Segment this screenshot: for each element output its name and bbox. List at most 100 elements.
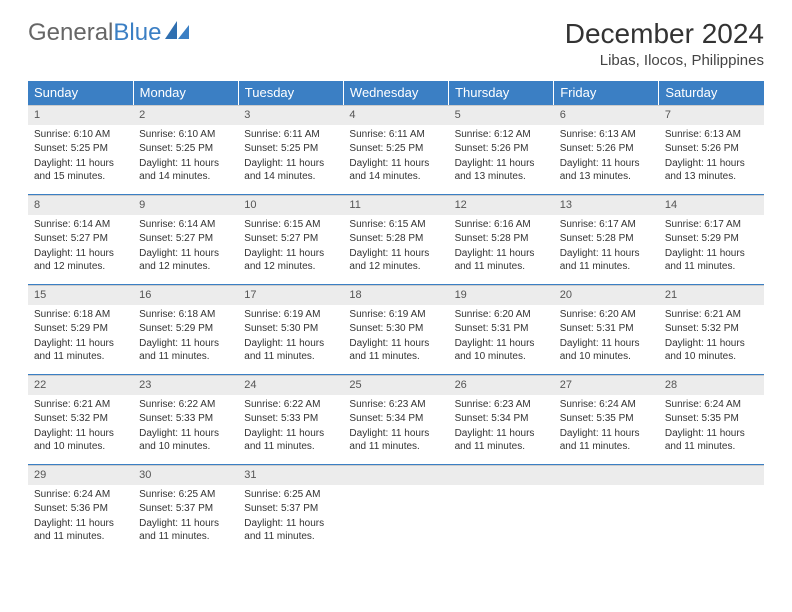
day-number: 31 (238, 465, 343, 485)
calendar-cell: . (554, 465, 659, 555)
daylight-text: Daylight: 11 hours and 12 minutes. (349, 247, 442, 274)
calendar-week-row: 22Sunrise: 6:21 AMSunset: 5:32 PMDayligh… (28, 375, 764, 465)
daylight-text: Daylight: 11 hours and 11 minutes. (560, 247, 653, 274)
day-number: 1 (28, 105, 133, 125)
day-details: Sunrise: 6:20 AMSunset: 5:31 PMDaylight:… (554, 305, 659, 367)
sunset-text: Sunset: 5:36 PM (34, 502, 127, 516)
calendar-cell: 5Sunrise: 6:12 AMSunset: 5:26 PMDaylight… (449, 105, 554, 195)
calendar-cell: 1Sunrise: 6:10 AMSunset: 5:25 PMDaylight… (28, 105, 133, 195)
sunset-text: Sunset: 5:31 PM (455, 322, 548, 336)
sunrise-text: Sunrise: 6:25 AM (139, 488, 232, 502)
day-details: Sunrise: 6:24 AMSunset: 5:35 PMDaylight:… (659, 395, 764, 457)
daylight-text: Daylight: 11 hours and 11 minutes. (455, 427, 548, 454)
sunrise-text: Sunrise: 6:15 AM (244, 218, 337, 232)
calendar-cell: 10Sunrise: 6:15 AMSunset: 5:27 PMDayligh… (238, 195, 343, 285)
day-details: Sunrise: 6:23 AMSunset: 5:34 PMDaylight:… (343, 395, 448, 457)
sunrise-text: Sunrise: 6:19 AM (349, 308, 442, 322)
logo: GeneralBlue (28, 18, 191, 48)
calendar-cell: 28Sunrise: 6:24 AMSunset: 5:35 PMDayligh… (659, 375, 764, 465)
day-details: Sunrise: 6:13 AMSunset: 5:26 PMDaylight:… (554, 125, 659, 187)
day-details: Sunrise: 6:25 AMSunset: 5:37 PMDaylight:… (133, 485, 238, 547)
calendar-cell: 31Sunrise: 6:25 AMSunset: 5:37 PMDayligh… (238, 465, 343, 555)
sunrise-text: Sunrise: 6:19 AM (244, 308, 337, 322)
day-number: . (659, 465, 764, 485)
weekday-header-row: Sunday Monday Tuesday Wednesday Thursday… (28, 81, 764, 105)
day-details: Sunrise: 6:21 AMSunset: 5:32 PMDaylight:… (28, 395, 133, 457)
daylight-text: Daylight: 11 hours and 10 minutes. (34, 427, 127, 454)
calendar-cell: 21Sunrise: 6:21 AMSunset: 5:32 PMDayligh… (659, 285, 764, 375)
calendar-cell: 20Sunrise: 6:20 AMSunset: 5:31 PMDayligh… (554, 285, 659, 375)
calendar-cell: 23Sunrise: 6:22 AMSunset: 5:33 PMDayligh… (133, 375, 238, 465)
calendar-week-row: 15Sunrise: 6:18 AMSunset: 5:29 PMDayligh… (28, 285, 764, 375)
sunrise-text: Sunrise: 6:24 AM (34, 488, 127, 502)
sunrise-text: Sunrise: 6:17 AM (665, 218, 758, 232)
calendar-cell: 17Sunrise: 6:19 AMSunset: 5:30 PMDayligh… (238, 285, 343, 375)
daylight-text: Daylight: 11 hours and 13 minutes. (560, 157, 653, 184)
calendar-cell: 24Sunrise: 6:22 AMSunset: 5:33 PMDayligh… (238, 375, 343, 465)
day-number: 25 (343, 375, 448, 395)
day-number: 6 (554, 105, 659, 125)
daylight-text: Daylight: 11 hours and 11 minutes. (34, 517, 127, 544)
sunrise-text: Sunrise: 6:21 AM (34, 398, 127, 412)
sunset-text: Sunset: 5:30 PM (349, 322, 442, 336)
daylight-text: Daylight: 11 hours and 11 minutes. (34, 337, 127, 364)
sunrise-text: Sunrise: 6:13 AM (560, 128, 653, 142)
day-details: Sunrise: 6:11 AMSunset: 5:25 PMDaylight:… (343, 125, 448, 187)
sunset-text: Sunset: 5:27 PM (244, 232, 337, 246)
day-number: 12 (449, 195, 554, 215)
calendar-cell: 27Sunrise: 6:24 AMSunset: 5:35 PMDayligh… (554, 375, 659, 465)
daylight-text: Daylight: 11 hours and 12 minutes. (139, 247, 232, 274)
day-number: 2 (133, 105, 238, 125)
sunset-text: Sunset: 5:32 PM (34, 412, 127, 426)
weekday-header: Wednesday (343, 81, 448, 105)
daylight-text: Daylight: 11 hours and 13 minutes. (665, 157, 758, 184)
daylight-text: Daylight: 11 hours and 11 minutes. (349, 337, 442, 364)
weekday-header: Tuesday (238, 81, 343, 105)
calendar-week-row: 29Sunrise: 6:24 AMSunset: 5:36 PMDayligh… (28, 465, 764, 555)
calendar-cell: 4Sunrise: 6:11 AMSunset: 5:25 PMDaylight… (343, 105, 448, 195)
sunset-text: Sunset: 5:29 PM (665, 232, 758, 246)
weekday-header: Sunday (28, 81, 133, 105)
sunrise-text: Sunrise: 6:16 AM (455, 218, 548, 232)
day-details: Sunrise: 6:18 AMSunset: 5:29 PMDaylight:… (28, 305, 133, 367)
calendar-cell: 16Sunrise: 6:18 AMSunset: 5:29 PMDayligh… (133, 285, 238, 375)
daylight-text: Daylight: 11 hours and 11 minutes. (455, 247, 548, 274)
day-details: Sunrise: 6:15 AMSunset: 5:28 PMDaylight:… (343, 215, 448, 277)
day-details: Sunrise: 6:24 AMSunset: 5:35 PMDaylight:… (554, 395, 659, 457)
sunset-text: Sunset: 5:29 PM (139, 322, 232, 336)
weekday-header: Monday (133, 81, 238, 105)
weekday-header: Friday (554, 81, 659, 105)
calendar-cell: 12Sunrise: 6:16 AMSunset: 5:28 PMDayligh… (449, 195, 554, 285)
sunrise-text: Sunrise: 6:14 AM (34, 218, 127, 232)
sunset-text: Sunset: 5:26 PM (455, 142, 548, 156)
calendar-cell: 26Sunrise: 6:23 AMSunset: 5:34 PMDayligh… (449, 375, 554, 465)
sunset-text: Sunset: 5:37 PM (139, 502, 232, 516)
day-number: . (554, 465, 659, 485)
day-details: Sunrise: 6:15 AMSunset: 5:27 PMDaylight:… (238, 215, 343, 277)
daylight-text: Daylight: 11 hours and 11 minutes. (665, 427, 758, 454)
daylight-text: Daylight: 11 hours and 10 minutes. (560, 337, 653, 364)
calendar-cell: 30Sunrise: 6:25 AMSunset: 5:37 PMDayligh… (133, 465, 238, 555)
daylight-text: Daylight: 11 hours and 11 minutes. (665, 247, 758, 274)
location-text: Libas, Ilocos, Philippines (565, 52, 764, 69)
day-details: Sunrise: 6:22 AMSunset: 5:33 PMDaylight:… (238, 395, 343, 457)
day-number: 14 (659, 195, 764, 215)
day-number: 22 (28, 375, 133, 395)
day-number: 7 (659, 105, 764, 125)
sunset-text: Sunset: 5:33 PM (244, 412, 337, 426)
sunset-text: Sunset: 5:25 PM (349, 142, 442, 156)
daylight-text: Daylight: 11 hours and 15 minutes. (34, 157, 127, 184)
sunrise-text: Sunrise: 6:23 AM (455, 398, 548, 412)
sunrise-text: Sunrise: 6:15 AM (349, 218, 442, 232)
daylight-text: Daylight: 11 hours and 12 minutes. (34, 247, 127, 274)
calendar-cell: 8Sunrise: 6:14 AMSunset: 5:27 PMDaylight… (28, 195, 133, 285)
day-number: 27 (554, 375, 659, 395)
weekday-header: Saturday (659, 81, 764, 105)
day-details: Sunrise: 6:12 AMSunset: 5:26 PMDaylight:… (449, 125, 554, 187)
day-details: Sunrise: 6:24 AMSunset: 5:36 PMDaylight:… (28, 485, 133, 547)
daylight-text: Daylight: 11 hours and 11 minutes. (139, 517, 232, 544)
sunset-text: Sunset: 5:28 PM (560, 232, 653, 246)
day-details: Sunrise: 6:17 AMSunset: 5:28 PMDaylight:… (554, 215, 659, 277)
daylight-text: Daylight: 11 hours and 10 minutes. (665, 337, 758, 364)
calendar-week-row: 8Sunrise: 6:14 AMSunset: 5:27 PMDaylight… (28, 195, 764, 285)
